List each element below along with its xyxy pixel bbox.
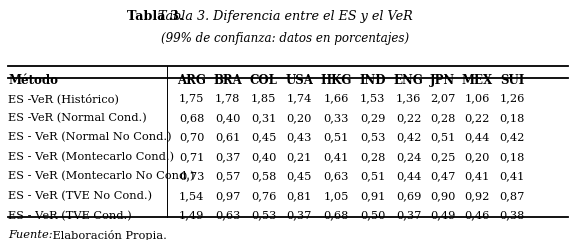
Text: 0,45: 0,45 [287,171,312,181]
Text: COL: COL [250,74,278,87]
Text: 0,63: 0,63 [215,210,240,221]
Text: 0,51: 0,51 [430,132,456,142]
Text: 0,90: 0,90 [430,191,456,201]
Text: 0,44: 0,44 [465,132,490,142]
Text: JPN: JPN [431,74,456,87]
Text: 0,68: 0,68 [179,113,204,123]
Text: (99% de confianza: datos en porcentajes): (99% de confianza: datos en porcentajes) [162,32,409,45]
Text: 0,33: 0,33 [323,113,349,123]
Text: 0,24: 0,24 [396,152,421,162]
Text: 1,85: 1,85 [251,93,276,103]
Text: 0,41: 0,41 [465,171,490,181]
Text: 0,28: 0,28 [430,113,456,123]
Text: 0,44: 0,44 [396,171,421,181]
Text: 0,42: 0,42 [500,132,525,142]
Text: 0,69: 0,69 [396,191,421,201]
Text: 0,51: 0,51 [360,171,385,181]
Text: 0,38: 0,38 [500,210,525,221]
Text: 0,61: 0,61 [215,132,240,142]
Text: 1,66: 1,66 [323,93,349,103]
Text: 0,71: 0,71 [179,152,204,162]
Text: USA: USA [286,74,313,87]
Text: Elaboración Propia.: Elaboración Propia. [49,230,167,240]
Text: ES - VeR (Montecarlo Cond.): ES - VeR (Montecarlo Cond.) [8,152,174,162]
Text: 0,63: 0,63 [323,171,349,181]
Text: 1,06: 1,06 [465,93,490,103]
Text: 0,81: 0,81 [287,191,312,201]
Text: 0,76: 0,76 [251,191,276,201]
Text: 0,70: 0,70 [179,132,204,142]
Text: 0,43: 0,43 [287,132,312,142]
Text: 1,53: 1,53 [360,93,385,103]
Text: 0,92: 0,92 [465,191,490,201]
Text: 0,28: 0,28 [360,152,385,162]
Text: 0,37: 0,37 [287,210,312,221]
Text: 0,31: 0,31 [251,113,276,123]
Text: 0,47: 0,47 [430,171,456,181]
Text: 0,53: 0,53 [360,132,385,142]
Text: 0,22: 0,22 [465,113,490,123]
Text: ES - VeR (TVE Cond.): ES - VeR (TVE Cond.) [8,210,132,221]
Text: Método: Método [8,74,58,87]
Text: 0,58: 0,58 [251,171,276,181]
Text: 0,51: 0,51 [323,132,349,142]
Text: 0,53: 0,53 [251,210,276,221]
Text: 0,37: 0,37 [396,210,421,221]
Text: 1,54: 1,54 [179,191,204,201]
Text: 0,25: 0,25 [430,152,456,162]
Text: 0,40: 0,40 [215,113,240,123]
Text: MEX: MEX [462,74,493,87]
Text: 0,18: 0,18 [500,113,525,123]
Text: IND: IND [360,74,386,87]
Text: ENG: ENG [393,74,423,87]
Text: Tabla 3.: Tabla 3. [127,10,183,23]
Text: 0,22: 0,22 [396,113,421,123]
Text: 0,20: 0,20 [465,152,490,162]
Text: 1,36: 1,36 [396,93,421,103]
Text: 0,42: 0,42 [396,132,421,142]
Text: 0,50: 0,50 [360,210,385,221]
Text: 0,87: 0,87 [500,191,525,201]
Text: 2,07: 2,07 [430,93,456,103]
Text: 0,18: 0,18 [500,152,525,162]
Text: 1,75: 1,75 [179,93,204,103]
Text: ES - VeR (Normal No Cond.): ES - VeR (Normal No Cond.) [8,132,172,143]
Text: SUI: SUI [500,74,524,87]
Text: ARG: ARG [177,74,206,87]
Text: 0,73: 0,73 [179,171,204,181]
Text: 1,05: 1,05 [323,191,349,201]
Text: HKG: HKG [320,74,352,87]
Text: Tabla 3. Diferencia entre el ES y el VeR: Tabla 3. Diferencia entre el ES y el VeR [158,10,413,23]
Text: BRA: BRA [214,74,242,87]
Text: 0,91: 0,91 [360,191,385,201]
Text: 0,49: 0,49 [430,210,456,221]
Text: ES - VeR (Montecarlo No Cond.): ES - VeR (Montecarlo No Cond.) [8,171,195,182]
Text: 0,37: 0,37 [215,152,240,162]
Text: 0,46: 0,46 [465,210,490,221]
Text: 0,20: 0,20 [287,113,312,123]
Text: 1,26: 1,26 [500,93,525,103]
Text: 1,78: 1,78 [215,93,240,103]
Text: 0,41: 0,41 [323,152,349,162]
Text: ES -VeR (Histórico): ES -VeR (Histórico) [8,93,119,104]
Text: ES -VeR (Normal Cond.): ES -VeR (Normal Cond.) [8,113,147,123]
Text: 0,45: 0,45 [251,132,276,142]
Text: 0,41: 0,41 [500,171,525,181]
Text: 0,57: 0,57 [215,171,240,181]
Text: 1,49: 1,49 [179,210,204,221]
Text: 0,97: 0,97 [215,191,240,201]
Text: Fuente:: Fuente: [8,230,53,240]
Text: ES - VeR (TVE No Cond.): ES - VeR (TVE No Cond.) [8,191,152,201]
Text: 0,68: 0,68 [323,210,349,221]
Text: 1,74: 1,74 [287,93,312,103]
Text: 0,21: 0,21 [287,152,312,162]
Text: 0,29: 0,29 [360,113,385,123]
Text: 0,40: 0,40 [251,152,276,162]
